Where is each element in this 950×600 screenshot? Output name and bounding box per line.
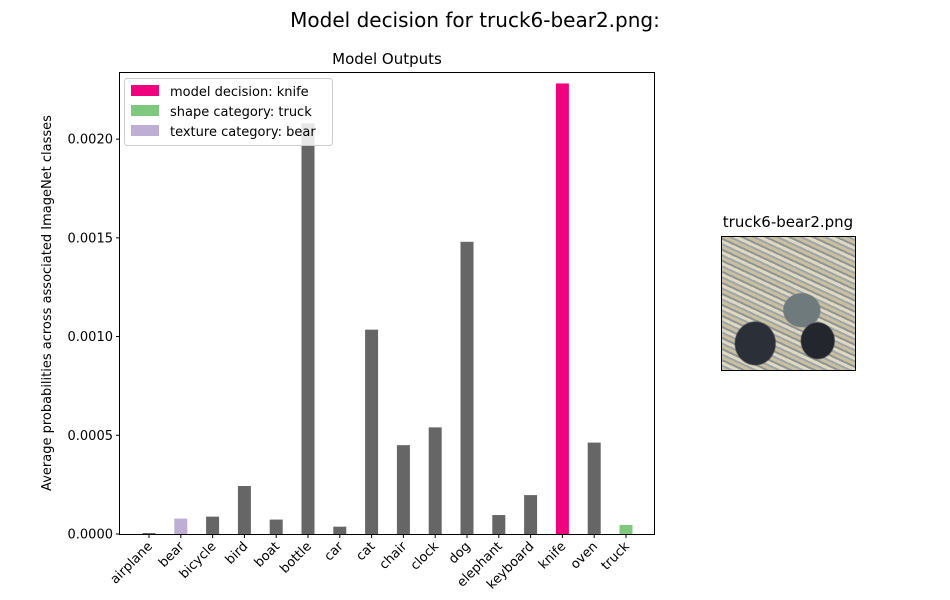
bar-dog [460, 241, 474, 535]
y-tick-label: 0.0020 [68, 133, 114, 148]
bar-clock [428, 427, 442, 534]
bar-truck [619, 524, 633, 534]
bar-bird [237, 486, 251, 534]
bar-car [333, 526, 347, 534]
legend-label-decision: model decision: knife [170, 85, 309, 100]
x-tick-label-truck: truck [599, 539, 634, 574]
stimulus-image [721, 236, 856, 371]
bars [142, 83, 633, 535]
legend-box [124, 78, 333, 146]
y-tick-label: 0.0005 [68, 429, 114, 444]
x-tick-label-bottle: bottle [277, 539, 314, 576]
y-axis-label: Average probabilities across associated … [40, 115, 55, 491]
x-tick-label-dog: dog [446, 539, 474, 567]
legend-swatch-texture [131, 125, 159, 136]
bar-bear [174, 518, 188, 534]
x-tick-label-chair: chair [377, 539, 411, 573]
y-tick-label: 0.0000 [68, 528, 114, 543]
x-tick-label-bird: bird [223, 539, 251, 567]
legend: model decision: knife shape category: tru… [124, 78, 333, 146]
x-tick-label-knife: knife [536, 539, 569, 572]
legend-label-texture: texture category: bear [170, 125, 316, 140]
legend-swatch-decision [131, 85, 159, 96]
bar-bicycle [206, 516, 220, 534]
bar-cat [365, 329, 379, 534]
thumbnail-title: truck6-bear2.png [722, 213, 854, 231]
x-tick-label-airplane: airplane [108, 539, 156, 587]
bar-knife [555, 83, 569, 534]
bar-airplane [142, 533, 156, 534]
bar-boat [269, 519, 283, 534]
plot-frame [119, 72, 655, 535]
bar-keyboard [524, 495, 538, 534]
x-tick-label-cat: cat [354, 539, 379, 564]
bar-bottle [301, 123, 315, 534]
legend-label-shape: shape category: truck [170, 105, 312, 120]
x-tick-label-car: car [322, 539, 348, 565]
x-tick-label-oven: oven [568, 539, 601, 572]
bar-elephant [492, 515, 506, 534]
y-axis-ticks: 0.0000 0.0005 0.0010 0.0015 0.0020 [68, 133, 120, 543]
bar-chair [396, 445, 410, 534]
chart-title: Model Outputs [332, 50, 442, 68]
legend-swatch-shape [131, 105, 159, 116]
y-tick-label: 0.0010 [68, 330, 114, 345]
bar-oven [587, 442, 601, 534]
y-tick-label: 0.0015 [68, 231, 114, 246]
figure-title: Model decision for truck6-bear2.png: [290, 8, 660, 32]
x-tick-label-clock: clock [408, 539, 443, 574]
